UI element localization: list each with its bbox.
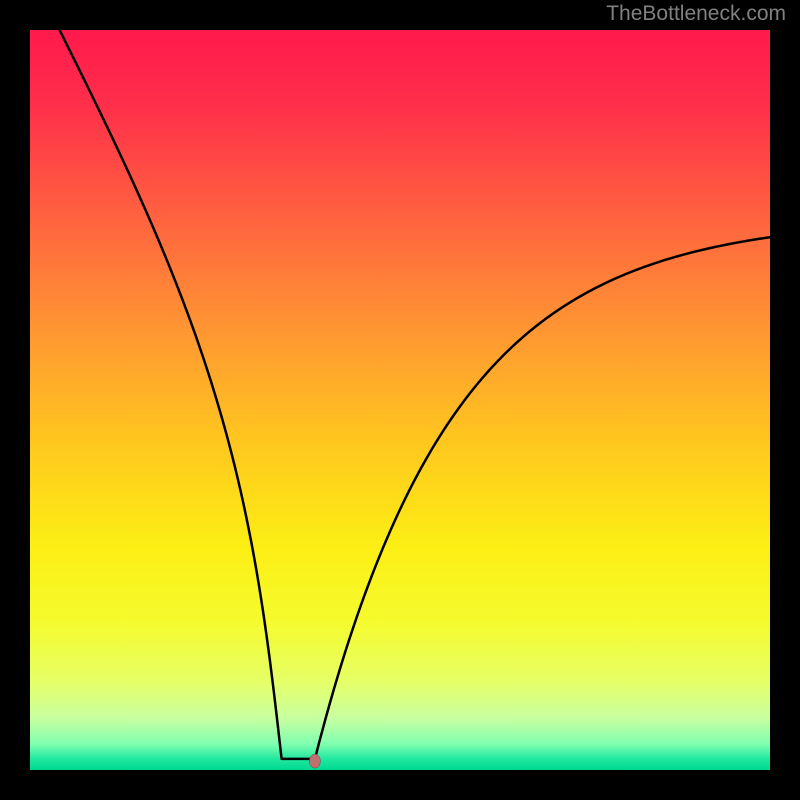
bottleneck-curve-chart [30,30,770,770]
watermark-text: TheBottleneck.com [606,2,786,26]
optimal-point-marker [309,754,320,768]
plot-area [30,30,770,770]
bottleneck-curve [60,30,770,759]
